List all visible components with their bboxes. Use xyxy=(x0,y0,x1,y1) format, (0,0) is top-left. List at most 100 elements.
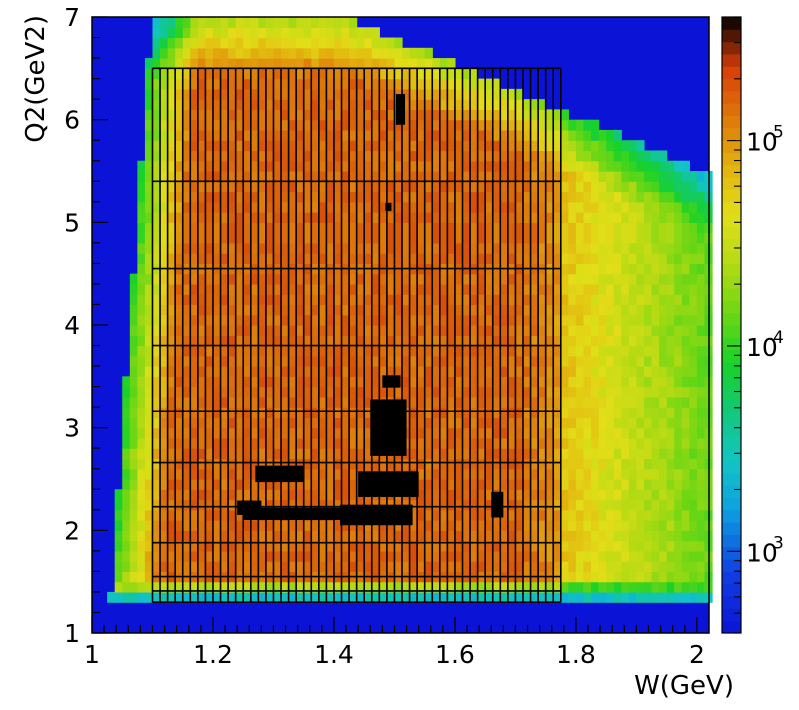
heat-cell xyxy=(462,561,471,572)
heat-cell xyxy=(273,335,282,347)
heat-cell xyxy=(364,591,373,603)
heat-cell xyxy=(258,68,267,80)
heat-cell xyxy=(477,345,486,357)
heat-cell xyxy=(666,335,675,347)
heat-cell xyxy=(273,109,282,121)
heat-cell xyxy=(356,129,365,141)
heat-cell xyxy=(250,160,259,172)
heat-cell xyxy=(674,345,683,357)
heat-cell xyxy=(243,201,252,213)
color-band xyxy=(722,214,741,227)
heat-cell xyxy=(636,437,645,449)
heat-cell xyxy=(167,88,176,100)
heat-cell xyxy=(507,437,517,449)
heat-cell xyxy=(160,212,169,223)
heat-cell xyxy=(371,561,380,572)
heat-cell xyxy=(560,212,569,223)
heat-cell xyxy=(341,417,350,429)
heat-cell xyxy=(477,171,486,182)
y-tick-label: 3 xyxy=(64,414,80,443)
heat-cell xyxy=(553,283,562,295)
color-band xyxy=(722,300,741,314)
heat-cell xyxy=(424,68,433,80)
heat-cell xyxy=(281,355,290,367)
heat-cell xyxy=(613,222,622,234)
heat-cell xyxy=(160,335,169,347)
color-band xyxy=(722,411,741,425)
heat-cell xyxy=(689,448,698,460)
heat-cell xyxy=(303,150,312,162)
heat-cell xyxy=(152,212,161,223)
heat-cell xyxy=(273,550,282,562)
heat-cell xyxy=(235,294,244,306)
heat-cell xyxy=(137,232,146,244)
heat-cell xyxy=(454,171,464,182)
heat-cell xyxy=(515,335,524,347)
heat-cell xyxy=(137,366,146,377)
heat-cell xyxy=(462,99,471,110)
heat-cell xyxy=(303,119,312,131)
heat-cell xyxy=(643,273,653,285)
heat-cell xyxy=(311,253,320,264)
heat-cell xyxy=(235,489,244,501)
heat-cell xyxy=(364,396,373,408)
heat-cell xyxy=(477,222,486,234)
heat-cell xyxy=(235,191,244,203)
heat-cell xyxy=(371,27,380,39)
heat-cell xyxy=(560,407,569,418)
heat-cell xyxy=(326,355,335,367)
heat-cell xyxy=(258,294,267,306)
heat-cell xyxy=(507,520,517,531)
heat-cell xyxy=(447,376,456,388)
heat-cell xyxy=(500,109,509,121)
heat-cell xyxy=(402,140,411,152)
heat-cell xyxy=(583,468,592,480)
heat-cell xyxy=(333,201,343,213)
heat-cell xyxy=(613,201,622,213)
heat-cell xyxy=(265,407,275,418)
color-band xyxy=(722,238,741,252)
heat-cell xyxy=(674,581,683,593)
color-band xyxy=(722,201,741,215)
heat-cell xyxy=(462,212,471,223)
heat-cell xyxy=(288,458,297,470)
heat-cell xyxy=(485,88,494,100)
heat-cell xyxy=(152,530,161,542)
heat-cell xyxy=(598,212,607,223)
heat-cell xyxy=(228,479,237,490)
heat-cell xyxy=(311,150,320,162)
heat-cell xyxy=(167,386,176,398)
heat-cell xyxy=(288,530,297,542)
heat-cell xyxy=(318,468,327,480)
heat-cell xyxy=(538,366,547,377)
heat-cell xyxy=(417,294,426,306)
heat-cell xyxy=(288,78,297,90)
heat-cell xyxy=(681,591,690,603)
heat-cell xyxy=(364,181,373,193)
heat-cell xyxy=(424,427,433,439)
heat-cell xyxy=(349,109,358,121)
heat-cell xyxy=(515,242,524,254)
heat-cell xyxy=(311,294,320,306)
heat-cell xyxy=(409,437,418,449)
heat-cell xyxy=(424,520,433,531)
heat-cell xyxy=(613,427,622,439)
heat-cell xyxy=(470,591,479,603)
heat-cell xyxy=(628,355,638,367)
heat-cell xyxy=(190,520,199,531)
heat-cell xyxy=(341,386,350,398)
heat-cell xyxy=(235,222,244,234)
heat-cell xyxy=(137,591,146,603)
heat-cell xyxy=(296,242,305,254)
heat-cell xyxy=(613,581,622,593)
heat-cell xyxy=(477,376,486,388)
heat-cell xyxy=(288,376,297,388)
heat-cell xyxy=(288,273,297,285)
heat-cell xyxy=(265,150,275,162)
heat-cell xyxy=(144,366,154,377)
heat-cell xyxy=(696,263,706,275)
heat-cell xyxy=(454,99,464,110)
heat-cell xyxy=(235,325,244,336)
heat-cell xyxy=(485,99,494,110)
heat-cell xyxy=(583,417,592,429)
